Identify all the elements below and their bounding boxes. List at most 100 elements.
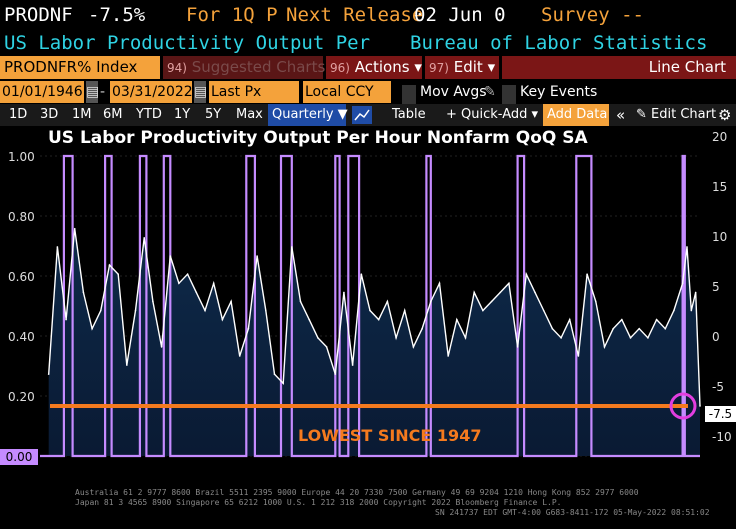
edit-number: 97) xyxy=(429,61,449,75)
series-point xyxy=(221,318,224,321)
period-5y-button[interactable]: 5Y xyxy=(205,107,222,122)
pencil-icon[interactable]: ✎ xyxy=(484,84,496,100)
series-point xyxy=(482,309,484,312)
series-point xyxy=(473,291,476,294)
series-point xyxy=(586,273,588,275)
chart-toolbar-periods: 1D 3D 1M 6M YTD 1Y 5Y Max Quarterly ▼ Ta… xyxy=(0,104,736,126)
chart-area[interactable]: US Labor Productivity Output Per Hour No… xyxy=(0,126,736,529)
series-point xyxy=(490,300,493,303)
period-3d-button[interactable]: 3D xyxy=(40,107,59,122)
series-point xyxy=(256,255,258,257)
add-data-button[interactable]: Add Data xyxy=(543,104,609,126)
chart-toolbar-primary: PRODNFR% Index 94) Suggested Charts 96) … xyxy=(0,56,736,79)
period-1d-button[interactable]: 1D xyxy=(9,107,28,122)
series-point xyxy=(117,273,119,275)
plus-icon: + xyxy=(446,107,462,122)
actions-number: 96) xyxy=(330,61,350,75)
next-release-date: 02 Jun 0 xyxy=(414,4,506,26)
series-point xyxy=(612,327,614,330)
edit-chart-button[interactable]: ✎ Edit Chart xyxy=(636,104,716,126)
series-point xyxy=(264,309,267,312)
period-1y-button[interactable]: 1Y xyxy=(174,107,191,122)
last-value-highlight-circle xyxy=(669,392,697,420)
series-point xyxy=(343,291,345,294)
mov-avgs-checkbox[interactable] xyxy=(402,85,416,107)
ticker-field[interactable]: PRODNFR% Index xyxy=(0,56,160,79)
last-value-flag: -7.5 xyxy=(705,406,736,422)
series-point xyxy=(212,282,215,285)
calendar-icon[interactable]: ▤ xyxy=(194,81,207,103)
recession-axis-flag: 0.00 xyxy=(0,449,38,465)
edit-menu-button[interactable]: 97) Edit ▾ xyxy=(425,56,499,79)
line-chart-icon xyxy=(354,109,370,121)
left-axis-tick: 0.40 xyxy=(8,330,35,344)
period-1m-button[interactable]: 1M xyxy=(72,107,92,122)
series-point xyxy=(412,346,415,348)
gear-icon[interactable]: ⚙ xyxy=(718,106,732,124)
actions-menu-button[interactable]: 96) Actions ▾ xyxy=(326,56,422,79)
currency-selector[interactable]: Local CCY xyxy=(303,81,391,103)
end-date-field[interactable]: 03/31/2022 xyxy=(110,81,193,103)
period-6m-button[interactable]: 6M xyxy=(103,107,123,122)
right-axis-tick: 0 xyxy=(712,330,720,344)
series-point xyxy=(403,309,406,312)
right-axis-tick: -5 xyxy=(712,380,724,394)
series-point xyxy=(334,373,337,375)
series-point xyxy=(230,300,232,303)
start-date-field[interactable]: 01/01/1946 xyxy=(0,81,84,103)
key-events-checkbox[interactable] xyxy=(502,85,516,107)
left-axis-tick: 1.00 xyxy=(8,150,35,164)
series-point xyxy=(91,327,93,330)
series-point xyxy=(291,246,293,248)
collapse-icon[interactable]: « xyxy=(616,106,626,124)
series-point xyxy=(386,300,389,303)
series-point xyxy=(577,355,580,357)
series-point xyxy=(247,327,250,330)
frequency-selector[interactable]: Quarterly ▼ xyxy=(268,104,348,126)
survey-label: Survey -- xyxy=(541,4,644,26)
series-point xyxy=(508,282,510,285)
series-point xyxy=(525,273,528,275)
suggested-charts-button[interactable]: 94) Suggested Charts xyxy=(163,56,326,79)
period-max-button[interactable]: Max xyxy=(236,107,263,122)
chart-icon[interactable] xyxy=(352,106,372,124)
series-point xyxy=(664,327,667,330)
series-point xyxy=(686,246,688,248)
quick-add-button[interactable]: + Quick-Add ▾ xyxy=(446,104,538,126)
right-axis-tick: 15 xyxy=(712,180,728,194)
pencil-icon: ✎ xyxy=(636,107,652,122)
series-point xyxy=(542,309,545,312)
actions-label: Actions xyxy=(354,58,410,76)
price-field-selector[interactable]: Last Px xyxy=(209,81,299,103)
period-label: For 1Q P xyxy=(186,4,278,26)
series-point xyxy=(438,282,441,285)
series-point xyxy=(108,264,111,266)
suggested-charts-label: Suggested Charts xyxy=(191,58,326,76)
calendar-icon[interactable]: ▤ xyxy=(86,81,99,103)
edit-chart-label: Edit Chart xyxy=(651,107,717,122)
series-point xyxy=(169,255,172,257)
series-point xyxy=(160,346,163,348)
bloomberg-footer: Australia 61 2 9777 8600 Brazil 5511 239… xyxy=(75,488,710,518)
series-point xyxy=(238,355,241,357)
series-point xyxy=(360,273,363,275)
series-point xyxy=(325,346,328,348)
key-events-label: Key Events xyxy=(520,84,598,100)
period-ytd-button[interactable]: YTD xyxy=(136,107,162,122)
table-button[interactable]: Table xyxy=(392,107,426,122)
next-release-label: Next Release xyxy=(286,4,424,26)
series-point xyxy=(699,405,701,407)
edit-label: Edit xyxy=(453,58,483,76)
series-point xyxy=(195,291,198,294)
chart-type-selector[interactable]: Line Chart xyxy=(502,56,736,79)
ticker-symbol: PRODNF xyxy=(4,4,73,26)
right-axis-tick: 20 xyxy=(712,130,728,144)
series-point xyxy=(299,300,302,303)
series-point xyxy=(594,300,597,303)
series-point xyxy=(655,318,658,321)
chevron-down-icon: ▼ xyxy=(337,107,348,122)
series-point xyxy=(273,373,276,375)
series-point xyxy=(308,318,311,321)
series-point xyxy=(421,327,423,330)
series-point xyxy=(351,364,354,366)
